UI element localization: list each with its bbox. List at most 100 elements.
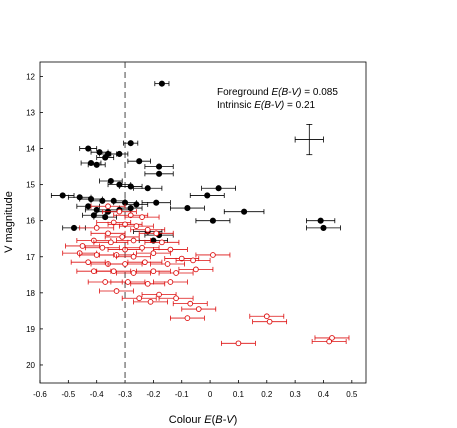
data-point-filled <box>141 199 171 206</box>
data-point-open <box>135 250 171 257</box>
data-point-open <box>138 230 174 237</box>
data-point-open <box>113 212 149 219</box>
marker <box>127 183 134 190</box>
marker <box>110 219 117 226</box>
marker <box>210 252 216 258</box>
data-point-open <box>150 261 185 267</box>
marker <box>127 212 134 219</box>
data-point-filled <box>201 185 237 192</box>
typical-error-bar <box>294 123 324 156</box>
data-point-filled <box>127 158 151 165</box>
annotation-foreground-prefix: Foreground <box>217 87 271 98</box>
x-tick-label: 0 <box>208 390 213 399</box>
annotation-foreground: Foreground E(B-V) = 0.085 <box>217 87 338 98</box>
marker <box>91 268 97 275</box>
data-point-filled <box>306 217 336 224</box>
marker <box>178 255 185 262</box>
data-point-filled <box>154 80 170 87</box>
data-point-open <box>116 253 151 260</box>
y-tick-label: 15 <box>26 181 35 190</box>
marker <box>150 250 157 257</box>
x-tick-label: 0.5 <box>346 390 358 399</box>
marker <box>156 163 163 170</box>
data-point-open <box>144 239 180 246</box>
marker <box>144 280 151 287</box>
data-point-open <box>65 243 100 249</box>
y-tick-label: 19 <box>26 325 35 334</box>
marker <box>116 150 123 158</box>
marker <box>235 340 242 347</box>
marker <box>93 161 100 168</box>
marker <box>85 145 92 152</box>
marker <box>190 257 196 264</box>
marker <box>153 199 160 206</box>
x-tick-label: -0.6 <box>33 390 47 399</box>
data-point-filled <box>93 214 117 221</box>
data-point-open <box>195 252 231 258</box>
marker <box>150 268 157 275</box>
marker <box>195 306 202 312</box>
y-axis-label: V magnitude <box>3 191 15 253</box>
marker <box>153 230 160 237</box>
data-point-open <box>252 318 288 325</box>
data-point-open <box>101 208 137 215</box>
data-point-open <box>104 234 140 240</box>
marker <box>79 243 86 249</box>
data-point-open <box>130 226 166 233</box>
marker <box>122 221 128 228</box>
series-layer <box>50 80 350 347</box>
marker <box>136 158 143 165</box>
marker <box>107 177 114 185</box>
x-tick-label: 0.1 <box>233 390 245 399</box>
data-point-open <box>90 230 126 237</box>
data-point-open <box>79 225 115 231</box>
y-tick-label: 12 <box>26 72 35 81</box>
marker <box>184 205 191 212</box>
data-point-open <box>172 300 208 307</box>
data-point-open <box>169 315 205 321</box>
marker <box>144 226 151 233</box>
annotation-foreground-value: = 0.085 <box>301 87 338 98</box>
marker <box>159 239 165 246</box>
data-point-open <box>70 259 106 266</box>
marker <box>133 223 140 229</box>
marker <box>113 288 120 294</box>
marker <box>241 208 248 215</box>
data-point-open <box>152 246 188 253</box>
annotation-intrinsic-label: E(B-V) <box>254 100 284 111</box>
data-point-filled <box>223 208 265 215</box>
data-point-open <box>175 257 211 264</box>
annotation-intrinsic-value: = 0.21 <box>284 100 315 111</box>
data-point-filled <box>195 217 231 224</box>
data-point-filled <box>110 150 129 158</box>
x-tick-label: 0.3 <box>290 390 302 399</box>
data-point-filled <box>87 161 106 168</box>
x-tick-label: -0.4 <box>90 390 104 399</box>
marker <box>93 225 100 231</box>
marker <box>119 234 126 240</box>
marker <box>116 208 123 215</box>
axis-ticks: -0.6 -0.5 -0.4 -0.3 -0.2 -0.1 0 0.1 0.2 0.3 0.4 0.5… <box>26 72 358 399</box>
marker <box>136 295 143 302</box>
data-point-filled <box>189 192 225 199</box>
data-point-open <box>178 266 214 273</box>
marker <box>139 244 145 251</box>
data-point-open <box>99 288 134 294</box>
data-point-open <box>90 203 126 210</box>
y-tick-label: 16 <box>26 217 35 226</box>
data-point-open <box>135 268 171 275</box>
marker <box>204 192 211 199</box>
marker <box>108 239 114 246</box>
marker <box>122 261 128 267</box>
x-tick-label: -0.1 <box>175 390 189 399</box>
data-point-filled <box>123 140 139 147</box>
data-point-open <box>314 335 350 341</box>
marker <box>187 300 194 307</box>
data-point-filled <box>96 154 115 161</box>
data-point-open <box>118 223 154 229</box>
annotation-intrinsic: Intrinsic E(B-V) = 0.21 <box>217 100 316 111</box>
data-point-filled <box>79 145 98 152</box>
y-tick-label: 20 <box>26 361 35 370</box>
marker <box>59 192 66 199</box>
